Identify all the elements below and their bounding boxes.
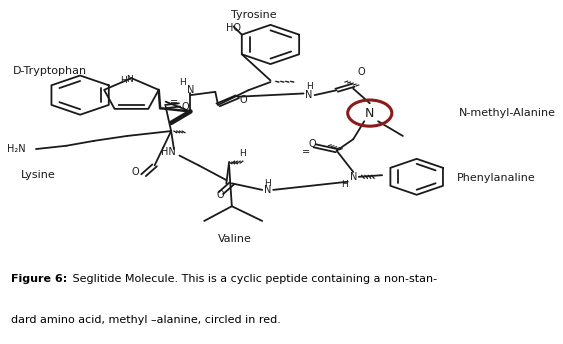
Text: N: N (365, 107, 374, 120)
Text: H: H (265, 179, 271, 188)
Text: dard amino acid, methyl –alanine, circled in red.: dard amino acid, methyl –alanine, circle… (11, 315, 281, 325)
Text: N: N (350, 172, 357, 182)
Text: Tyrosine: Tyrosine (231, 10, 277, 20)
Text: D-Tryptophan: D-Tryptophan (13, 66, 87, 76)
Text: H: H (239, 149, 246, 159)
Text: HO: HO (226, 23, 241, 33)
Text: Valine: Valine (218, 234, 252, 244)
Text: O: O (217, 190, 225, 200)
Text: H: H (179, 77, 186, 87)
Text: O: O (308, 139, 316, 149)
Text: H: H (120, 76, 127, 85)
Text: H₂N: H₂N (7, 144, 26, 154)
Text: HN: HN (161, 147, 176, 157)
Text: N-methyl-Alanine: N-methyl-Alanine (459, 108, 556, 118)
Text: O: O (132, 167, 139, 177)
Text: O: O (181, 101, 189, 111)
Text: =: = (302, 147, 310, 157)
Text: H: H (306, 83, 312, 92)
Text: Seglitide Molecule. This is a cyclic peptide containing a non-stan-: Seglitide Molecule. This is a cyclic pep… (69, 275, 437, 284)
Text: H: H (342, 181, 348, 190)
Text: O: O (239, 95, 247, 105)
Text: N: N (305, 90, 313, 100)
Text: O: O (358, 67, 365, 77)
Text: Phenylanaline: Phenylanaline (457, 173, 536, 183)
Text: N: N (187, 85, 194, 95)
Text: Lysine: Lysine (21, 170, 56, 180)
Text: Figure 6:: Figure 6: (11, 275, 68, 284)
Text: N: N (264, 185, 271, 195)
Text: =: = (170, 97, 178, 107)
Text: N: N (127, 75, 133, 84)
